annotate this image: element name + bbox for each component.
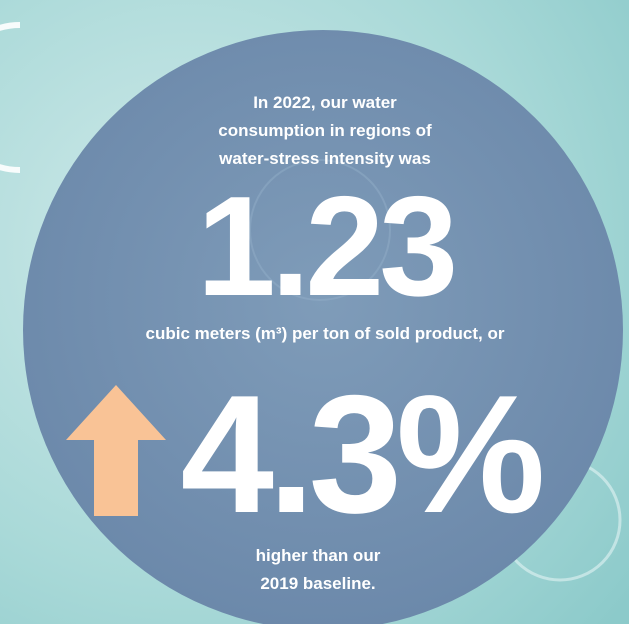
outro-line: higher than our xyxy=(256,546,381,565)
change-figure: 4.3% xyxy=(181,360,542,548)
unit-text: cubic meters (m³) per ton of sold produc… xyxy=(146,324,505,343)
text-group: In 2022, our water consumption in region… xyxy=(146,93,548,593)
intro-line: water-stress intensity was xyxy=(218,149,431,168)
intro-line: consumption in regions of xyxy=(218,121,432,140)
intro-line: In 2022, our water xyxy=(253,93,397,112)
outro-line: 2019 baseline. xyxy=(260,574,375,593)
up-arrow xyxy=(66,385,166,516)
ripple xyxy=(249,159,391,301)
key-figure: 1.23 xyxy=(197,167,453,326)
disc xyxy=(23,30,623,624)
